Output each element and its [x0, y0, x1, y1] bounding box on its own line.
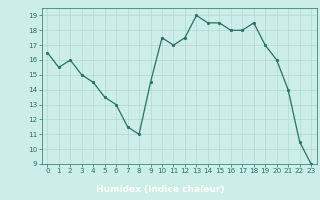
- Text: Humidex (Indice chaleur): Humidex (Indice chaleur): [96, 185, 224, 194]
